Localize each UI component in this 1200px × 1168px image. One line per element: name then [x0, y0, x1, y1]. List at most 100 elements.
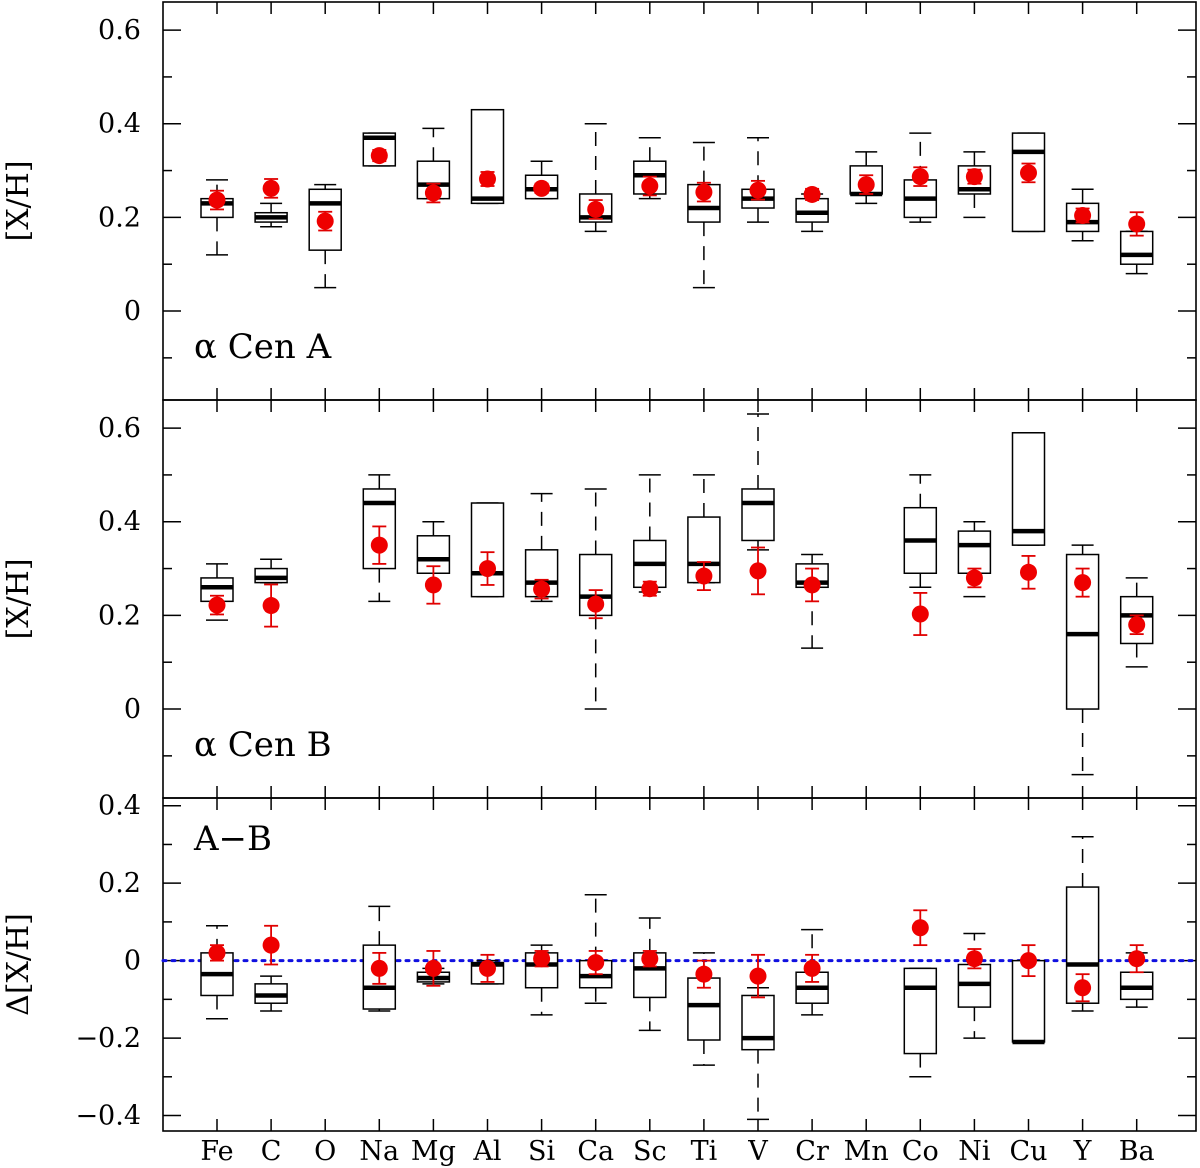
point-Cu [1020, 944, 1037, 978]
data-point [695, 965, 713, 983]
point-Ca [587, 589, 605, 620]
point-Al [479, 170, 496, 188]
data-point [262, 936, 280, 954]
point-Fe [208, 594, 226, 616]
point-Al [479, 953, 496, 983]
point-Co [911, 909, 929, 947]
point-Ca [587, 950, 605, 976]
x-category-label: Mn [844, 1136, 889, 1167]
data-point [803, 959, 821, 977]
data-point [1128, 616, 1146, 634]
panel-3: −0.4 −0.2 0 0.2 0.4 Δ[X/H] A−B [1, 791, 1198, 1132]
y-tick-label: 0.4 [98, 507, 141, 538]
x-category-label: Ti [691, 1136, 718, 1167]
x-category-label: Fe [200, 1136, 233, 1167]
y-tick-label: 0.4 [98, 109, 141, 140]
y-tick-label: 0.2 [98, 202, 141, 233]
point-Ni [965, 168, 983, 186]
y-tick-label: 0 [124, 946, 141, 977]
panel-label: A−B [193, 819, 272, 859]
data-point [911, 919, 929, 937]
point-V [749, 953, 767, 999]
y-tick-label: 0.6 [98, 413, 141, 444]
point-Fe [208, 189, 226, 211]
point-Cr [803, 567, 821, 603]
point-Ti [695, 959, 713, 989]
panel-label: α Cen A [194, 327, 332, 367]
point-Na [370, 147, 388, 165]
x-category-label: Si [528, 1136, 555, 1167]
x-category-label: Na [359, 1136, 399, 1167]
data-point [208, 944, 226, 962]
y-tick-label: 0 [124, 296, 141, 327]
x-category-label: Al [472, 1136, 501, 1167]
data-point [370, 536, 388, 554]
data-point [641, 580, 659, 598]
data-point [424, 184, 442, 202]
data-point [370, 959, 388, 977]
data-point [965, 168, 983, 186]
point-Sc [641, 175, 659, 197]
x-category-label: Sc [633, 1136, 667, 1167]
point-Y [1074, 973, 1092, 1003]
panel-label: α Cen B [194, 725, 332, 765]
iqr-box [741, 994, 775, 1051]
point-Ba [1128, 944, 1146, 974]
point-Sc [641, 580, 659, 598]
box-V [741, 986, 775, 1121]
x-category-label: Ca [577, 1136, 614, 1167]
point-Ba [1128, 211, 1146, 237]
point-Fe [208, 944, 226, 962]
box-Al [470, 108, 505, 205]
data-point [641, 177, 659, 195]
data-point [857, 176, 875, 194]
box-Ca [578, 894, 613, 1004]
box-Sc [633, 917, 667, 1032]
point-Cr [803, 185, 821, 203]
point-Ni [965, 567, 983, 589]
y-tick-label: 0 [124, 694, 141, 725]
box-Sc [633, 474, 667, 593]
iqr-box [957, 530, 992, 574]
x-category-label: Mg [411, 1136, 456, 1167]
data-point [533, 179, 551, 197]
point-Mg [424, 950, 442, 987]
y-tick-label: 0.2 [98, 868, 141, 899]
point-V [749, 546, 767, 596]
point-Mg [424, 182, 442, 204]
box-V [741, 413, 775, 551]
y-tick-label: 0.6 [98, 15, 141, 46]
point-Al [479, 551, 496, 586]
data-point [533, 950, 551, 968]
point-C [262, 583, 280, 628]
iqr-box [741, 488, 775, 542]
box-Fe [200, 925, 234, 1020]
data-point [316, 212, 334, 230]
box-Ti [687, 474, 721, 584]
data-point [749, 181, 767, 199]
x-category-label: C [261, 1136, 282, 1167]
data-point [749, 562, 767, 580]
data-point [911, 605, 929, 623]
point-Ni [965, 948, 983, 970]
data-point [208, 191, 226, 209]
x-category-label: Cr [795, 1136, 829, 1167]
data-point [641, 950, 659, 968]
x-category-label: Co [902, 1136, 939, 1167]
point-Na [370, 951, 388, 985]
iqr-box [470, 108, 505, 205]
iqr-box [1011, 432, 1046, 546]
data-point [1128, 215, 1146, 233]
point-O [316, 210, 334, 232]
point-Cu [1020, 555, 1037, 590]
y-tick-label: −0.2 [75, 1023, 141, 1054]
data-point [911, 168, 929, 186]
point-Sc [641, 950, 659, 968]
point-Co [911, 166, 929, 187]
panel-frame [162, 797, 1197, 1132]
data-point [587, 954, 605, 972]
data-point [1020, 164, 1037, 182]
box-Co [903, 967, 938, 1078]
y-axis-title: [X/H] [1, 160, 36, 241]
